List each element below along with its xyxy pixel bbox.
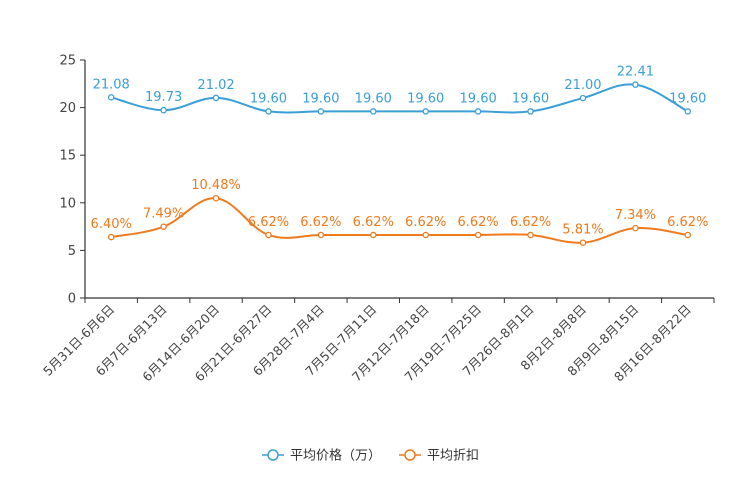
series-1-point[interactable]	[370, 231, 377, 239]
y-tick-label: 20	[59, 101, 76, 116]
series-0-data-label: 19.60	[302, 91, 339, 106]
series-0-data-label: 21.08	[93, 77, 130, 92]
series-1-point[interactable]	[684, 231, 692, 239]
series-0-point[interactable]	[422, 108, 429, 115]
series-0-data-label: 19.60	[669, 91, 706, 106]
series-0-point[interactable]	[265, 108, 272, 115]
series-1-point[interactable]	[632, 224, 639, 232]
series-0-point[interactable]	[527, 108, 534, 115]
series-0-point[interactable]	[579, 94, 587, 102]
series-0-point[interactable]	[107, 94, 115, 101]
series-1-data-label: 6.62%	[300, 215, 341, 230]
y-tick-label: 25	[59, 54, 76, 69]
y-tick-label: 10	[59, 196, 76, 211]
legend-item-0[interactable]: 平均价格（万）	[262, 448, 381, 464]
series-1-data-label: 6.62%	[457, 215, 498, 230]
series-0-point[interactable]	[370, 108, 377, 115]
series-1-data-label: 6.62%	[353, 215, 394, 230]
legend-label: 平均价格（万）	[290, 448, 381, 464]
y-tick-label: 0	[68, 292, 76, 307]
legend-marker-icon	[404, 449, 416, 461]
series-1-point[interactable]	[160, 223, 167, 230]
series-0-point[interactable]	[160, 106, 167, 114]
legend-item-1[interactable]: 平均折扣	[399, 449, 479, 464]
chart-lines	[110, 83, 689, 244]
series-0-data-label: 21.00	[564, 78, 601, 93]
series-1-point[interactable]	[317, 231, 325, 239]
series-0-point[interactable]	[684, 108, 692, 115]
series-1-data-label: 10.48%	[191, 178, 241, 193]
series-1-point[interactable]	[422, 231, 429, 239]
series-0-point[interactable]	[632, 81, 639, 88]
series-1-data-label: 6.62%	[667, 215, 708, 230]
series-1-point[interactable]	[579, 239, 587, 246]
series-line-0	[110, 83, 689, 114]
series-1-data-label: 6.62%	[248, 215, 289, 230]
series-0-data-label: 19.73	[145, 90, 182, 105]
series-0-data-label: 22.41	[617, 65, 654, 80]
series-1-point[interactable]	[212, 194, 220, 202]
series-1-point[interactable]	[265, 231, 272, 239]
series-1-data-label: 6.62%	[405, 215, 446, 230]
chart-points	[107, 81, 692, 246]
series-0-data-label: 19.60	[460, 91, 497, 106]
legend-label: 平均折扣	[427, 449, 479, 464]
series-0-data-label: 19.60	[407, 91, 444, 106]
chart-data-labels: 21.08 19.73 21.02 19.60 19.60 19.60 19.60 19.60…	[91, 65, 709, 238]
series-1-data-label: 7.34%	[615, 208, 656, 223]
series-1-point[interactable]	[527, 231, 534, 239]
legend-marker-icon	[267, 449, 279, 461]
series-1-point[interactable]	[107, 233, 115, 241]
series-1-data-label: 6.40%	[91, 217, 132, 232]
series-0-point[interactable]	[212, 94, 220, 102]
series-1-data-label: 7.49%	[143, 207, 184, 222]
chart-legend[interactable]: 平均价格（万） 平均折扣	[262, 448, 479, 464]
series-0-data-label: 21.02	[197, 78, 234, 93]
series-0-data-label: 19.60	[250, 91, 287, 106]
series-0-data-label: 19.60	[355, 91, 392, 106]
series-0-data-label: 19.60	[512, 91, 549, 106]
y-tick-label: 15	[59, 149, 76, 164]
series-1-data-label: 6.62%	[510, 215, 551, 230]
series-0-point[interactable]	[474, 108, 482, 115]
series-1-point[interactable]	[474, 231, 482, 239]
y-tick-label: 5	[68, 244, 76, 259]
series-1-data-label: 5.81%	[562, 223, 603, 238]
series-0-point[interactable]	[317, 108, 325, 115]
